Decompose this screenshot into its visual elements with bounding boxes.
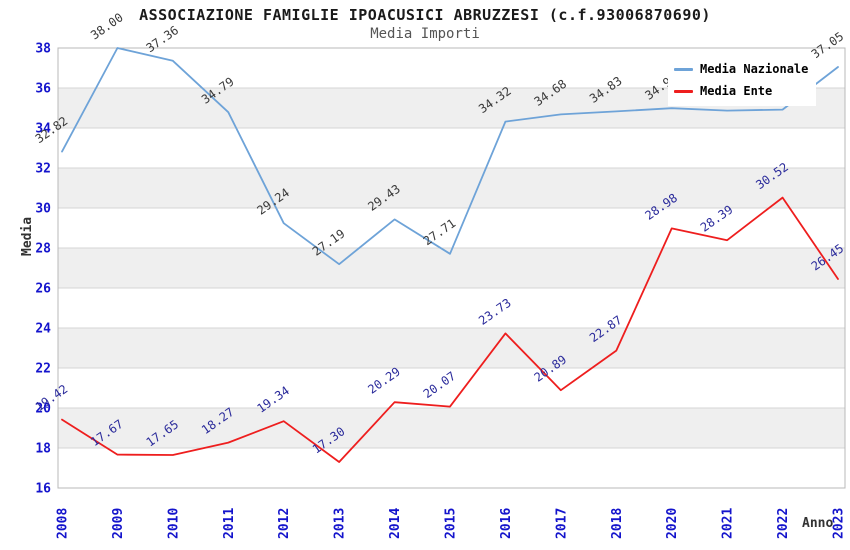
y-tick-label: 22 xyxy=(35,362,51,377)
plot-border xyxy=(57,47,846,489)
x-tick-label: 2016 xyxy=(499,508,514,539)
data-label: 27.71 xyxy=(421,216,459,248)
legend: Media Nazionale Media Ente xyxy=(668,56,816,106)
grid-band xyxy=(58,408,845,448)
series-line-media-nazionale xyxy=(61,47,839,266)
x-tick-label: 2020 xyxy=(665,508,680,539)
y-tick-label: 36 xyxy=(35,82,51,97)
legend-label-nazionale: Media Nazionale xyxy=(700,62,809,76)
chart-subtitle: Media Importi xyxy=(370,26,480,42)
y-tick-label: 34 xyxy=(35,122,51,137)
y-tick-label: 32 xyxy=(35,162,51,177)
x-tick-label: 2008 xyxy=(56,508,71,539)
series-line-media-ente xyxy=(61,196,839,463)
x-tick-label: 2023 xyxy=(832,508,847,539)
data-label: 37.36 xyxy=(144,23,182,55)
grid-band xyxy=(58,168,845,208)
legend-item-ente: Media Ente xyxy=(668,80,816,102)
y-tick-label: 18 xyxy=(35,442,51,457)
y-tick-label: 28 xyxy=(35,242,51,257)
x-tick-label: 2013 xyxy=(333,508,348,539)
y-tick-label: 16 xyxy=(35,482,51,497)
y-tick-label: 38 xyxy=(35,42,51,57)
legend-label-ente: Media Ente xyxy=(700,84,773,98)
x-tick-label: 2015 xyxy=(444,508,459,539)
chart-title: ASSOCIAZIONE FAMIGLIE IPOACUSICI ABRUZZE… xyxy=(139,6,711,24)
x-tick-label: 2022 xyxy=(776,508,791,539)
x-tick-label: 2018 xyxy=(610,508,625,539)
legend-line-swatch-ente xyxy=(674,89,693,93)
x-tick-label: 2014 xyxy=(388,508,403,539)
x-tick-label: 2017 xyxy=(554,508,569,539)
data-label: 20.07 xyxy=(421,369,459,401)
x-tick-label: 2012 xyxy=(277,508,292,539)
y-tick-label: 26 xyxy=(35,282,51,297)
x-tick-label: 2009 xyxy=(111,508,126,539)
x-tick-label: 2010 xyxy=(166,508,181,539)
data-label: 38.00 xyxy=(88,10,126,42)
data-label: 23.73 xyxy=(476,296,514,328)
grid-band xyxy=(58,328,845,368)
y-tick-label: 20 xyxy=(35,402,51,417)
y-axis-title: Media xyxy=(20,216,35,256)
data-label: 20.29 xyxy=(365,364,403,396)
y-tick-label: 24 xyxy=(35,322,51,337)
data-label: 32.82 xyxy=(33,114,71,146)
legend-item-nazionale: Media Nazionale xyxy=(668,58,816,80)
y-tick-label: 30 xyxy=(35,202,51,217)
x-tick-label: 2021 xyxy=(721,508,736,539)
x-tick-label: 2011 xyxy=(222,508,237,539)
legend-line-swatch-nazionale xyxy=(674,67,693,71)
x-axis-title: Anno xyxy=(802,516,834,531)
grid-band xyxy=(58,248,845,288)
